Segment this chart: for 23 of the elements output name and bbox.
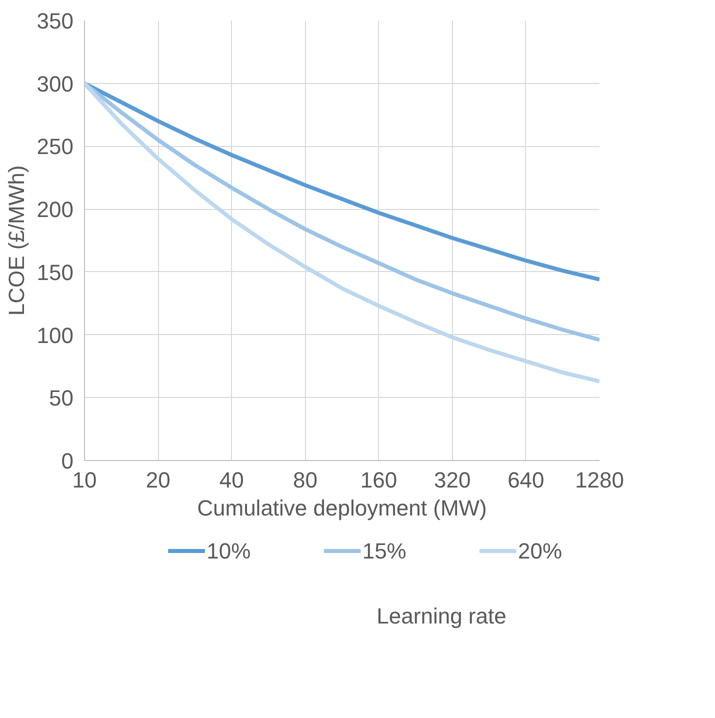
x-tick-label: 40 xyxy=(219,468,244,492)
x-tick-label: 20 xyxy=(146,468,170,492)
y-axis-title: LCOE (£/MWh) xyxy=(4,165,29,316)
x-tick-label: 320 xyxy=(434,468,471,492)
y-tick-label: 350 xyxy=(36,8,74,34)
legend-label: 10% xyxy=(206,538,251,564)
x-tick-label: 1280 xyxy=(575,468,624,492)
x-tick-label: 640 xyxy=(508,468,544,492)
legend-title: Learning rate xyxy=(376,604,506,628)
legend-label: 20% xyxy=(518,538,562,564)
y-tick-label: 200 xyxy=(36,197,74,222)
y-tick-label: 300 xyxy=(36,71,74,96)
legend-label: 15% xyxy=(362,538,406,564)
y-tick-label: 250 xyxy=(36,134,74,160)
y-tick-label: 100 xyxy=(36,322,74,348)
x-tick-label: 160 xyxy=(360,468,398,492)
x-tick-label: 10 xyxy=(72,468,97,492)
y-tick-label: 150 xyxy=(36,260,74,285)
x-tick-label: 80 xyxy=(292,468,318,492)
y-tick-label: 50 xyxy=(49,386,74,411)
y-tick-label: 0 xyxy=(61,448,74,474)
line-series xyxy=(84,81,600,282)
x-axis-title: Cumulative deployment (MW) xyxy=(197,496,487,520)
